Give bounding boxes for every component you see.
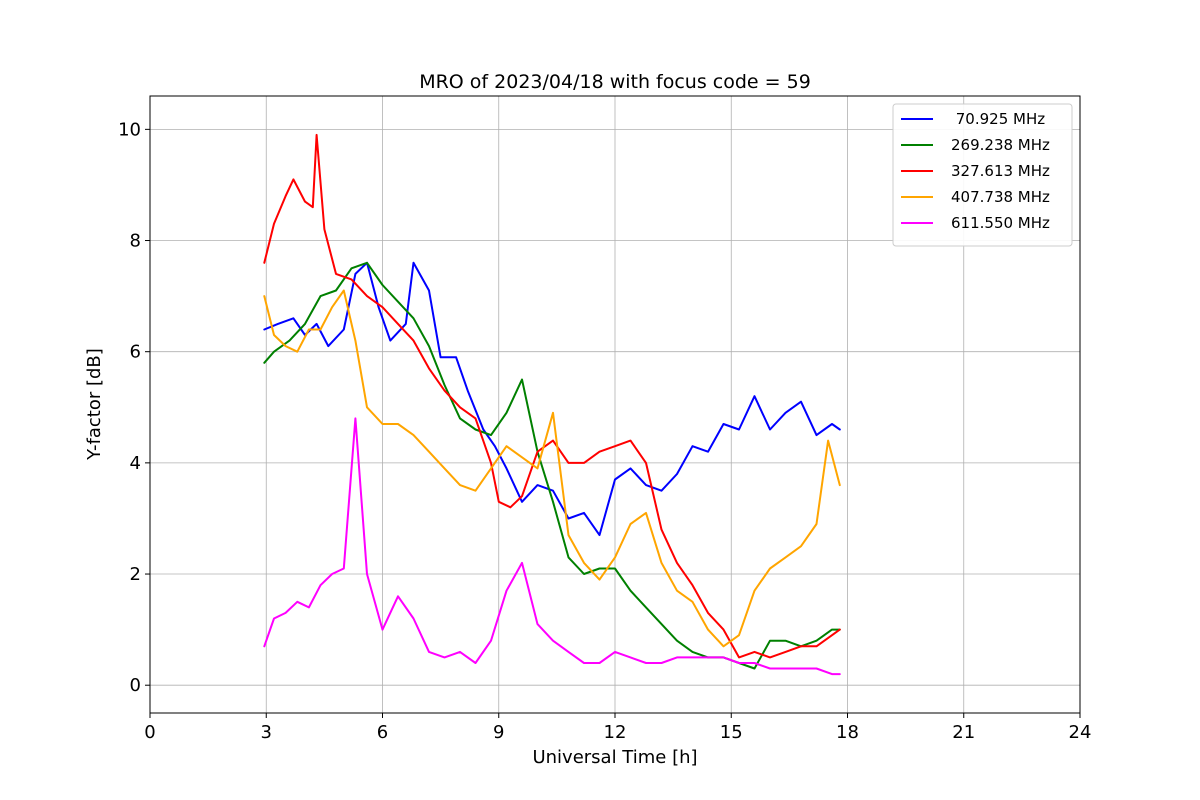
legend-label: 327.613 MHz bbox=[951, 162, 1050, 180]
x-tick-label: 6 bbox=[377, 722, 388, 743]
x-axis-label: Universal Time [h] bbox=[532, 747, 697, 768]
x-tick-label: 24 bbox=[1069, 722, 1092, 743]
series-line-1 bbox=[263, 261, 841, 670]
legend: 70.925 MHz 269.238 MHz 327.613 MHz 407.738 … bbox=[892, 103, 1073, 247]
y-tick-label: 8 bbox=[130, 231, 141, 252]
y-tick-label: 4 bbox=[130, 453, 141, 474]
x-tick-label: 18 bbox=[836, 722, 859, 743]
series-line-3 bbox=[263, 289, 841, 648]
y-tick-label: 6 bbox=[130, 342, 141, 363]
y-axis-label: Y-factor [dB] bbox=[84, 348, 105, 461]
y-tick-label: 0 bbox=[130, 675, 141, 696]
legend-label: 611.550 MHz bbox=[951, 214, 1050, 232]
legend-label: 269.238 MHz bbox=[951, 136, 1050, 154]
x-tick-label: 3 bbox=[261, 722, 272, 743]
legend-box bbox=[892, 103, 1073, 247]
x-tick-label: 9 bbox=[493, 722, 504, 743]
x-tick-label: 15 bbox=[720, 722, 743, 743]
x-tick-label: 0 bbox=[144, 722, 155, 743]
y-tick-label: 2 bbox=[130, 564, 141, 585]
series-line-4 bbox=[263, 417, 841, 676]
x-tick-label: 12 bbox=[604, 722, 627, 743]
chart-title: MRO of 2023/04/18 with focus code = 59 bbox=[419, 71, 811, 93]
plot-series bbox=[263, 133, 841, 676]
legend-label: 70.925 MHz bbox=[951, 110, 1045, 128]
y-tick-label: 10 bbox=[118, 119, 141, 140]
series-line-2 bbox=[263, 133, 841, 659]
x-tick-label: 21 bbox=[952, 722, 975, 743]
legend-label: 407.738 MHz bbox=[951, 188, 1050, 206]
series-line-0 bbox=[263, 261, 841, 537]
